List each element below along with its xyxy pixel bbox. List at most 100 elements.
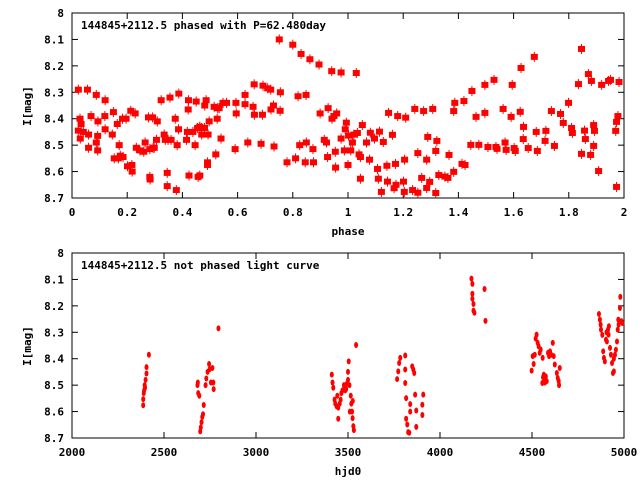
data-point — [270, 141, 278, 152]
data-point — [617, 304, 622, 311]
x-tick-label: 0.8 — [283, 206, 303, 219]
data-point — [399, 176, 407, 187]
data-point — [219, 97, 227, 108]
plot-frame — [71, 252, 625, 439]
data-point — [421, 391, 426, 398]
point-marker — [204, 161, 212, 168]
point-marker — [328, 68, 336, 75]
data-point — [584, 69, 592, 80]
point-marker — [292, 155, 300, 162]
y-tick-label: 8.7 — [44, 432, 64, 445]
data-point — [128, 166, 136, 177]
data-point — [119, 152, 127, 163]
data-point — [324, 152, 332, 163]
data-point — [432, 187, 440, 198]
data-point — [85, 142, 93, 153]
data-point — [490, 74, 498, 85]
point-marker — [110, 155, 118, 162]
data-point — [347, 382, 352, 389]
data-point — [551, 353, 556, 360]
data-point — [150, 142, 158, 153]
data-point — [152, 134, 160, 145]
data-point — [144, 370, 149, 377]
data-point — [257, 138, 265, 149]
point-marker — [590, 142, 598, 149]
data-point — [590, 125, 598, 136]
point-marker — [109, 109, 117, 116]
point-marker — [119, 154, 127, 161]
data-point — [618, 293, 623, 300]
point-marker — [385, 109, 393, 116]
data-point — [328, 66, 336, 77]
data-point — [83, 84, 91, 95]
data-point — [450, 166, 458, 177]
point-marker — [302, 139, 310, 146]
point-marker — [196, 172, 204, 179]
data-point — [394, 111, 402, 122]
point-marker — [519, 136, 527, 143]
point-marker — [414, 150, 422, 157]
x-tick-label: 0.6 — [228, 206, 248, 219]
point-marker — [577, 150, 585, 157]
point-marker — [324, 154, 332, 161]
data-point — [511, 145, 519, 156]
point-marker — [296, 142, 304, 149]
point-marker — [108, 131, 116, 138]
phased-plot: 144845+2112.5 phased with P=62.480day ph… — [21, 7, 627, 238]
data-point — [297, 48, 305, 59]
point-marker — [541, 137, 549, 144]
data-point — [540, 354, 545, 361]
point-marker — [341, 126, 349, 133]
data-point — [565, 97, 573, 108]
point-marker — [400, 188, 408, 195]
x-tick-label: 1.8 — [559, 206, 579, 219]
data-point — [108, 129, 116, 140]
data-point — [409, 185, 417, 196]
data-point — [420, 401, 425, 408]
point-marker — [171, 115, 179, 122]
data-point — [598, 79, 606, 90]
data-point — [574, 79, 582, 90]
point-marker — [83, 86, 91, 93]
point-marker — [141, 139, 149, 146]
data-point — [241, 89, 249, 100]
data-point — [123, 161, 131, 172]
point-marker — [201, 102, 209, 109]
data-point — [420, 412, 425, 419]
point-marker — [94, 147, 102, 154]
data-point — [77, 119, 85, 129]
data-point — [267, 84, 275, 95]
point-marker — [475, 141, 483, 148]
data-point — [231, 144, 239, 155]
data-point — [418, 172, 426, 183]
point-marker — [231, 146, 239, 153]
data-point — [374, 163, 382, 174]
data-point — [166, 92, 174, 103]
point-marker — [451, 99, 459, 106]
point-marker — [502, 146, 510, 153]
point-marker — [507, 113, 515, 120]
data-point — [602, 358, 607, 365]
data-point — [604, 338, 609, 345]
point-marker — [119, 115, 127, 122]
point-marker — [275, 36, 283, 43]
point-marker — [467, 141, 475, 148]
point-marker — [101, 97, 109, 104]
point-marker — [587, 77, 595, 84]
data-point — [337, 400, 342, 407]
data-point — [444, 172, 452, 183]
data-point — [184, 104, 192, 115]
data-point — [616, 321, 621, 328]
data-point — [499, 103, 507, 114]
data-point — [141, 137, 149, 148]
data-point — [519, 134, 527, 145]
data-point — [201, 401, 206, 408]
point-marker — [435, 172, 443, 179]
data-point — [420, 106, 428, 117]
unphased-plot: 144845+2112.5 not phased light curve hjd… — [21, 247, 637, 478]
data-point — [538, 346, 543, 353]
point-marker — [547, 108, 555, 115]
data-point — [366, 127, 374, 138]
point-marker — [499, 105, 507, 112]
point-marker — [520, 123, 528, 130]
